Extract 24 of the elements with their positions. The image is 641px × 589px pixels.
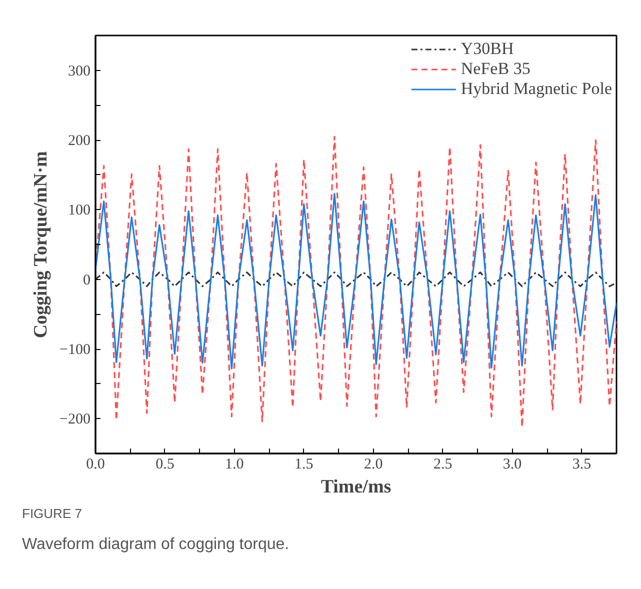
y-tick-label: 200 xyxy=(68,133,90,149)
legend-label: Hybrid Magnetic Pole xyxy=(460,79,612,99)
x-tick-label: 3.5 xyxy=(572,456,592,472)
x-tick-label: 0.0 xyxy=(86,456,105,472)
line-series xyxy=(96,272,616,288)
y-tick-label: −100 xyxy=(60,342,91,358)
y-tick-label: 300 xyxy=(68,63,90,80)
x-tick-label: 0.5 xyxy=(156,456,174,472)
line-series xyxy=(96,136,616,428)
x-tick-label: 1.5 xyxy=(294,456,314,472)
x-axis-title: Time/ms xyxy=(320,476,392,498)
x-tick-label: 2.5 xyxy=(433,456,452,472)
y-tick-label: 0 xyxy=(83,272,90,288)
y-tick-label: −200 xyxy=(60,412,91,428)
y-tick-label: 100 xyxy=(68,202,90,219)
text: Waveform diagram of cogging torque. xyxy=(22,534,290,555)
line-series xyxy=(96,192,616,370)
legend-label: NeFeB 35 xyxy=(460,59,530,79)
x-tick-label: 1.0 xyxy=(225,456,244,472)
legend-label: Y30BH xyxy=(460,39,514,59)
x-tick-label: 3.0 xyxy=(502,456,522,472)
caption: FIGURE 7 xyxy=(22,505,82,523)
y-axis-title: Cogging Torque/mN·m xyxy=(30,150,52,338)
x-tick-label: 2.0 xyxy=(364,456,383,472)
